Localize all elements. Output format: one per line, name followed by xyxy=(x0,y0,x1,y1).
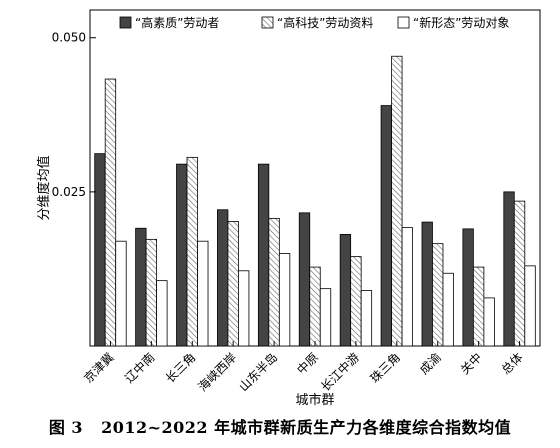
bar-high-quality-labor xyxy=(176,163,188,347)
bar-high-tech-means xyxy=(227,221,239,347)
figure-number: 图 3 xyxy=(48,418,84,437)
x-tick-label: 海峡西岸 xyxy=(195,350,240,395)
bar-new-form-objects xyxy=(442,272,454,347)
x-axis-label: 城市群 xyxy=(295,392,334,408)
bar-high-quality-labor xyxy=(503,191,515,347)
bar-high-quality-labor xyxy=(94,153,106,347)
y-tick-label: 0.050 xyxy=(52,31,86,45)
x-tick-label: 中原 xyxy=(294,350,322,378)
bars-group xyxy=(94,55,536,347)
x-tick-label: 成渝 xyxy=(416,350,444,378)
bar-high-tech-means xyxy=(472,266,485,347)
x-tick-label: 总体 xyxy=(499,350,526,377)
legend-swatch xyxy=(119,16,132,29)
x-tick-label: 长三角 xyxy=(163,350,198,385)
bar-new-form-objects xyxy=(319,288,332,347)
bar-high-tech-means xyxy=(513,200,526,347)
bar-high-quality-labor xyxy=(421,221,433,347)
x-tick-label: 关中 xyxy=(457,350,485,378)
bar-high-tech-means xyxy=(350,256,362,347)
bar-new-form-objects xyxy=(483,297,495,347)
bar-high-quality-labor xyxy=(217,209,229,347)
bar-high-quality-labor xyxy=(380,105,392,347)
bar-new-form-objects xyxy=(360,290,373,347)
bar-new-form-objects xyxy=(115,240,127,347)
legend-label: “高科技”劳动资料 xyxy=(277,15,373,30)
legend: “高素质”劳动者 “高科技”劳动资料 “新形态”劳动对象 xyxy=(119,15,509,30)
bar-new-form-objects xyxy=(197,240,209,347)
legend-swatch xyxy=(261,16,274,29)
bar-high-quality-labor xyxy=(339,234,352,347)
figure-caption: 图 3 2012~2022 年城市群新质生产力各维度综合指数均值 xyxy=(0,414,560,438)
bar-chart: 0.025 0.050 京津冀 辽中南 长三角海峡西岸山东半岛 中原长江中游 珠三角 成渝关… xyxy=(36,9,541,408)
figure-caption-text: 2012~2022 年城市群新质生产力各维度综合指数均值 xyxy=(101,418,512,437)
legend-label: “高素质”劳动者 xyxy=(135,15,219,30)
x-tick-label: 辽中南 xyxy=(121,350,157,386)
x-tick-label: 山东半岛 xyxy=(236,350,281,395)
bar-high-quality-labor xyxy=(135,227,147,347)
x-tick-label: 珠三角 xyxy=(368,350,403,385)
legend-label: “新形态”劳动对象 xyxy=(413,15,509,30)
bar-new-form-objects xyxy=(278,253,291,347)
bar-high-tech-means xyxy=(268,217,280,347)
y-axis-label: 分维度均值 xyxy=(36,155,52,220)
bar-new-form-objects xyxy=(238,270,250,347)
bar-high-tech-means xyxy=(104,78,117,347)
y-axis: 0.025 0.050 xyxy=(52,31,96,199)
bar-new-form-objects xyxy=(401,227,413,347)
bar-high-tech-means xyxy=(309,266,321,347)
bar-high-tech-means xyxy=(186,156,198,347)
bar-high-quality-labor xyxy=(462,228,474,347)
legend-swatch xyxy=(397,16,410,29)
x-tick-label: 京津冀 xyxy=(81,350,116,385)
bar-new-form-objects xyxy=(524,265,536,347)
bar-high-tech-means xyxy=(145,238,158,347)
bar-new-form-objects xyxy=(156,280,168,347)
bar-high-quality-labor xyxy=(298,212,311,347)
x-tick-label: 长江中游 xyxy=(317,350,362,395)
bar-high-tech-means xyxy=(432,243,444,347)
bar-high-tech-means xyxy=(391,55,403,347)
y-tick-label: 0.025 xyxy=(52,185,86,199)
bar-high-quality-labor xyxy=(257,163,270,347)
